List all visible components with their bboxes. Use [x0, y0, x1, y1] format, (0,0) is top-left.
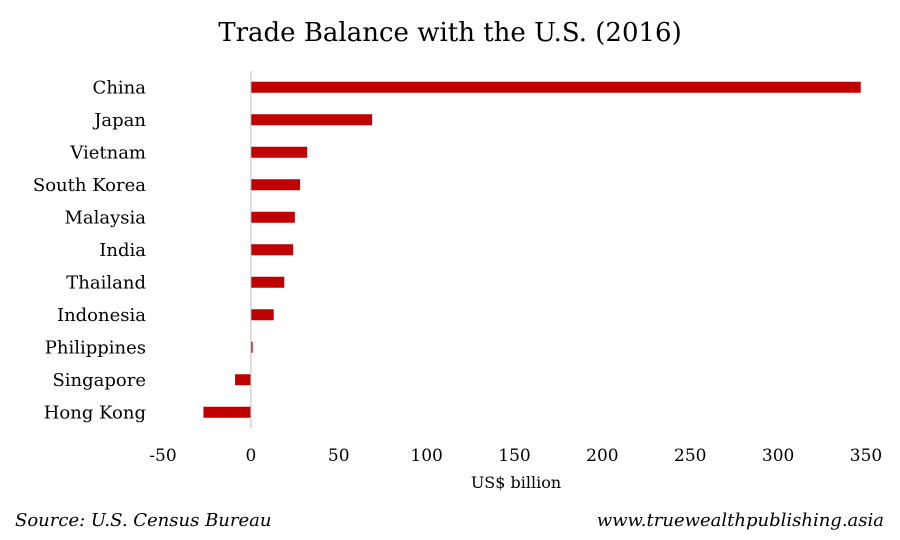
category-label: Hong Kong: [44, 402, 146, 423]
bar-singapore: [235, 374, 251, 386]
x-tick-label: -50: [149, 446, 176, 466]
x-tick-label: 350: [850, 446, 882, 466]
category-label: Japan: [92, 110, 146, 131]
x-tick-label: 50: [328, 446, 350, 466]
bar-south-korea: [250, 179, 301, 191]
x-tick-label: 200: [586, 446, 618, 466]
category-label: China: [93, 77, 147, 98]
source-note: Source: U.S. Census Bureau: [15, 510, 271, 531]
bar-china: [250, 81, 861, 93]
website-link[interactable]: www.truewealthpublishing.asia: [597, 510, 884, 531]
bar-japan: [250, 114, 373, 126]
x-tick-label: 0: [245, 446, 256, 466]
category-label: Indonesia: [57, 305, 146, 326]
category-label: Malaysia: [64, 207, 146, 228]
category-label: South Korea: [33, 175, 146, 196]
category-labels: China Japan Vietnam South Korea Malaysia Indi…: [33, 77, 147, 423]
x-tick-label: 250: [674, 446, 706, 466]
bars-group: [203, 81, 861, 418]
x-tick-label: 150: [498, 446, 530, 466]
bar-vietnam: [250, 146, 308, 158]
category-label: India: [99, 240, 146, 261]
chart-title: Trade Balance with the U.S. (2016): [218, 18, 681, 48]
x-tick-labels: -50 0 50 100 150 200 250 300 350: [149, 446, 882, 466]
bar-philippines: [250, 341, 253, 353]
bar-india: [250, 244, 294, 256]
x-tick-label: 100: [410, 446, 442, 466]
bar-malaysia: [250, 211, 295, 223]
category-label: Vietnam: [69, 142, 146, 163]
category-label: Thailand: [66, 272, 146, 293]
bar-thailand: [250, 276, 285, 288]
category-label: Philippines: [45, 337, 146, 358]
bar-indonesia: [250, 309, 274, 321]
bar-hong-kong: [203, 406, 251, 418]
x-tick-label: 300: [762, 446, 794, 466]
category-label: Singapore: [52, 370, 146, 391]
x-axis-label: US$ billion: [471, 473, 561, 492]
